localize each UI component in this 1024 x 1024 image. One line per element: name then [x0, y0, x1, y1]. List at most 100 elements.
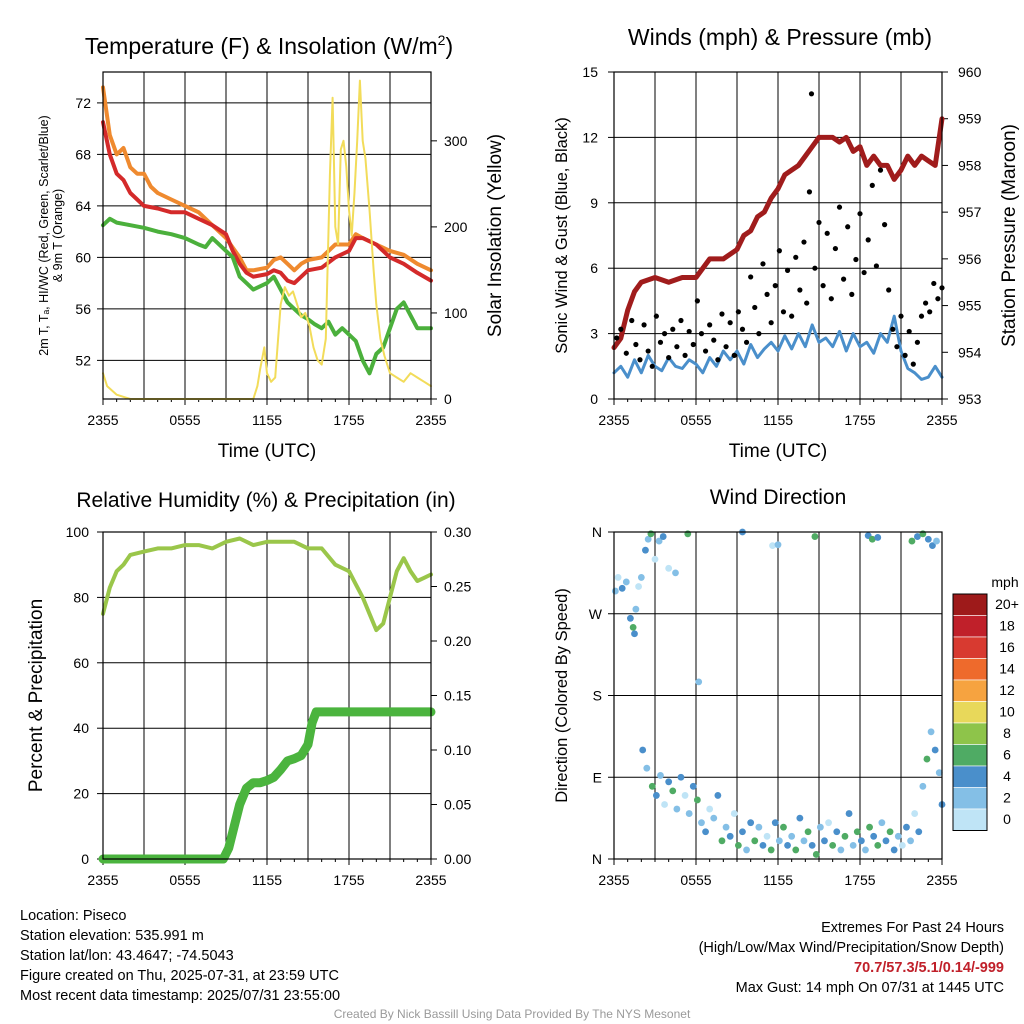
- temperature-title-main: Temperature (F) & Insolation (W/m: [85, 33, 438, 59]
- winds-gust-point: [614, 335, 620, 341]
- humidity-ytick-label: 100: [66, 524, 90, 540]
- winds-gust-point: [645, 348, 651, 354]
- winds-chart: Winds (mph) & Pressure (mb) 2355 0555 1155 1…: [553, 24, 1020, 462]
- direction-point: [706, 805, 714, 813]
- temperature-ylabel: 2m T, Tₐ, HI/WC (Red, Green, Scarlet/Blu…: [37, 115, 65, 355]
- direction-point: [618, 584, 626, 592]
- direction-point: [648, 782, 656, 790]
- winds-ylabel-text: Sonic Wind & Gust (Blue, Black): [553, 117, 571, 354]
- speed-legend-label: 16: [999, 639, 1015, 655]
- winds-gust-point: [633, 341, 639, 348]
- winds-gust-point: [739, 326, 746, 332]
- speed-legend-label: 4: [1003, 768, 1011, 784]
- winds-gust-point: [674, 344, 680, 350]
- direction-ytick-label: N: [592, 851, 602, 867]
- winds-gust-point: [812, 265, 818, 271]
- direction-point: [870, 832, 878, 840]
- direction-point: [747, 819, 755, 827]
- speed-legend-label: 10: [999, 704, 1015, 720]
- direction-point: [914, 533, 921, 540]
- winds-ylabel-right: Station Pressure (Maroon): [999, 124, 1020, 347]
- winds-gust-point: [629, 317, 635, 324]
- winds-gust-point: [890, 326, 896, 332]
- direction-point: [695, 678, 703, 686]
- winds-gust-point: [816, 219, 822, 226]
- humidity-ytick-label: 80: [73, 589, 89, 605]
- winds-gust-point: [772, 283, 778, 289]
- winds-gust-point: [865, 237, 871, 243]
- winds-ytick-label: 6: [590, 260, 598, 276]
- winds-gust-point: [801, 239, 807, 245]
- winds-gust-point: [748, 274, 754, 280]
- speed-legend-swatch: [952, 615, 988, 638]
- winds-gust-point: [694, 298, 700, 304]
- winds-gust-point: [702, 348, 709, 354]
- direction-point: [862, 846, 869, 854]
- direction-point: [767, 846, 775, 854]
- winds-gust-point: [649, 363, 655, 369]
- humidity-xtick-label: 2355: [415, 872, 446, 888]
- direction-point: [929, 542, 936, 550]
- winds-gust-point: [686, 328, 692, 335]
- winds-ytick-label: 12: [582, 129, 598, 145]
- humidity-ytick-label: 0: [81, 851, 89, 867]
- winds-gust-point: [935, 296, 941, 302]
- temperature-y2tick-label: 200: [444, 219, 468, 235]
- speed-legend-label: 14: [999, 661, 1015, 677]
- direction-point: [800, 837, 808, 845]
- direction-point: [710, 814, 718, 822]
- winds-series-pressure: [611, 116, 945, 351]
- direction-point: [714, 792, 722, 799]
- direction-point: [919, 782, 927, 790]
- winds-gust-point: [882, 222, 888, 228]
- temperature-y2tick-label: 100: [444, 305, 468, 321]
- direction-point: [792, 846, 800, 854]
- speed-legend-label: 18: [999, 618, 1015, 634]
- winds-gust-point: [820, 283, 826, 289]
- direction-point: [849, 841, 857, 849]
- winds-frame: [613, 71, 943, 400]
- direction-point: [841, 832, 849, 840]
- winds-ytick-label: 3: [590, 326, 598, 342]
- winds-gust-point: [682, 352, 688, 358]
- direction-point: [882, 837, 890, 845]
- direction-point: [804, 828, 812, 836]
- humidity-ytick-label: 40: [73, 720, 89, 736]
- winds-gust-point: [845, 224, 851, 230]
- winds-gust-point: [861, 269, 867, 276]
- winds-y2tick-label: 956: [958, 251, 982, 267]
- temperature-xtick-label: 1755: [333, 412, 364, 428]
- direction-point: [907, 837, 914, 845]
- humidity-y2tick-label: 0.20: [444, 633, 471, 649]
- temperature-ylabel-line1: 2m T, Tₐ, HI/WC (Red, Green, Scarlet/Blu…: [37, 115, 51, 355]
- temperature-title-end: ): [445, 33, 453, 59]
- winds-gust-point: [657, 339, 664, 345]
- direction-point: [698, 819, 705, 827]
- winds-gust-point: [849, 291, 855, 297]
- direction-point: [659, 533, 667, 540]
- winds-gust-point: [715, 357, 721, 363]
- direction-point: [890, 846, 898, 854]
- speed-legend-swatch: [952, 787, 988, 810]
- winds-gust-point: [841, 276, 847, 282]
- temperature-chart: Temperature (F) & Insolation (W/m2) 2355 0…: [37, 32, 506, 462]
- speed-legend: mph 20+ 18 16 14 12 10 8 6 4 2 0: [952, 574, 1019, 831]
- direction-point: [927, 728, 935, 736]
- speed-legend-swatch: [952, 636, 988, 659]
- speed-legend-swatch: [952, 765, 988, 788]
- temperature-y2tick-label: 0: [444, 391, 452, 407]
- direction-xtick-label: 1755: [844, 872, 875, 888]
- winds-gust-point: [784, 267, 791, 273]
- winds-xtick-label: 1755: [844, 412, 875, 428]
- direction-point: [627, 614, 634, 622]
- direction-frame: [613, 531, 943, 860]
- direction-point: [672, 569, 679, 577]
- direction-point: [689, 782, 697, 790]
- info-location: Location: Piseco: [20, 908, 127, 924]
- temperature-xtick-label: 2355: [87, 412, 118, 428]
- temperature-ytick-label: 72: [75, 95, 91, 111]
- direction-point: [868, 535, 876, 543]
- info-elevation: Station elevation: 535.991 m: [20, 928, 204, 944]
- winds-gust-point: [857, 211, 863, 217]
- winds-gust-point: [776, 248, 782, 254]
